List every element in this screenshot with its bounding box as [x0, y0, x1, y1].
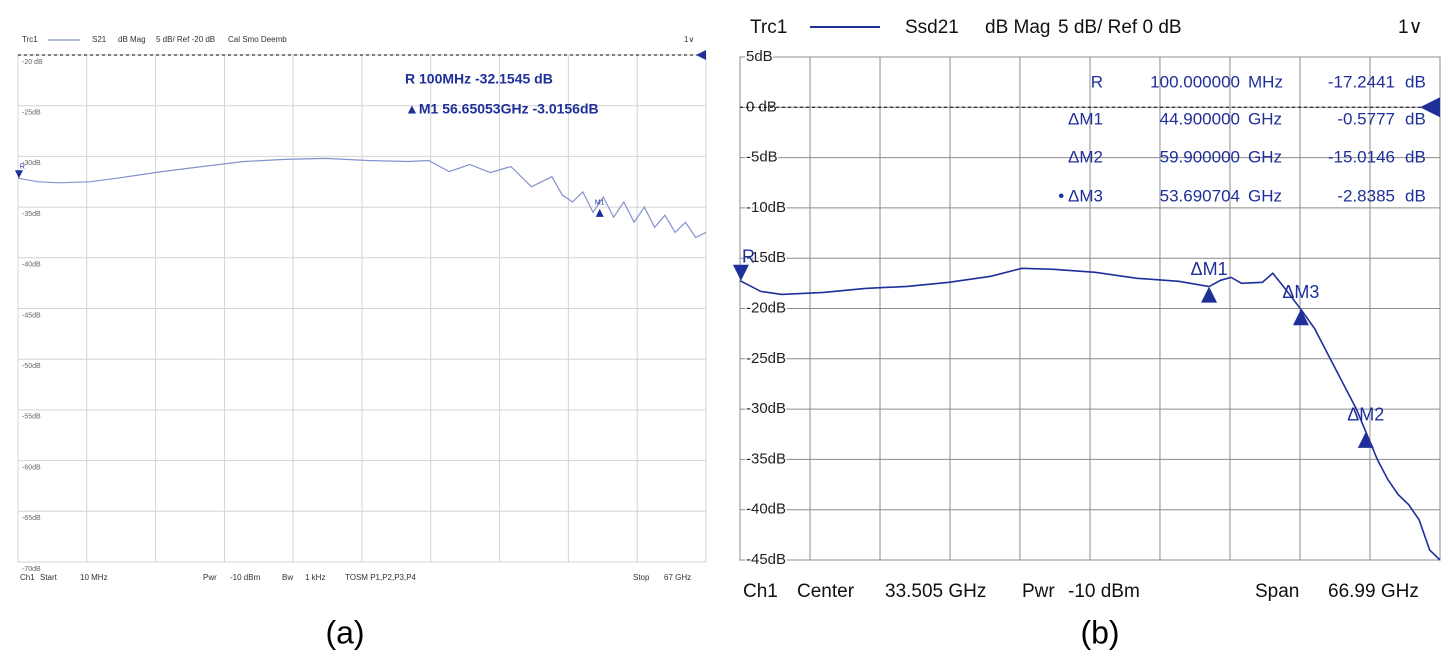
marker-label: R: [742, 246, 755, 266]
marker-label: R: [20, 164, 25, 171]
y-tick-label: 0 dB: [746, 98, 777, 115]
y-tick-label: -10dB: [746, 199, 786, 216]
marker-label: ΔM2: [1347, 404, 1384, 424]
marker-label: ΔM1: [1191, 259, 1228, 279]
y-tick-label: -30dB: [746, 400, 786, 417]
footer: 66.99 GHz: [1328, 581, 1419, 602]
footer: Stop: [633, 573, 650, 582]
trace: [739, 267, 1441, 561]
scale: 5 dB/ Ref 0 dB: [1058, 17, 1182, 38]
footer: Ch1: [743, 581, 778, 602]
y-tick-label: -50dB: [22, 363, 41, 370]
legend-label: Ssd21: [905, 17, 959, 38]
footer: Pwr: [203, 573, 217, 582]
y-tick-label: -35dB: [746, 450, 786, 467]
marker-label: M1: [595, 199, 605, 206]
y-tick-label: -25dB: [22, 110, 41, 117]
status: Cal Smo Deemb: [228, 35, 287, 44]
footer: 10 MHz: [80, 573, 108, 582]
y-tick-label: -15dB: [746, 249, 786, 266]
scale: 5 dB/ Ref -20 dB: [156, 35, 215, 44]
footer: 67 GHz: [664, 573, 691, 582]
marker-readout: 100.000000: [1150, 72, 1240, 91]
marker-readout: dB: [1405, 186, 1426, 205]
y-tick-label: -5dB: [746, 149, 778, 166]
footer: Span: [1255, 581, 1299, 602]
trace-id: Trc1: [750, 17, 787, 38]
footer: 33.505 GHz: [885, 581, 986, 602]
y-tick-label: -55dB: [22, 414, 41, 421]
y-tick-label: -70dB: [22, 566, 41, 573]
reference-arrow: [1420, 97, 1440, 118]
marker-readout: MHz: [1248, 72, 1283, 91]
trace-id: Trc1: [22, 35, 38, 44]
marker-readout: dB: [1405, 109, 1426, 128]
marker: [732, 264, 749, 281]
y-tick-label: 5dB: [746, 48, 773, 65]
marker-readout: -15.0146: [1328, 147, 1395, 166]
marker-readout: ΔM2: [1068, 147, 1103, 166]
marker-readout: GHz: [1248, 109, 1282, 128]
marker-readout: 44.900000: [1160, 109, 1240, 128]
y-tick-label: -40dB: [22, 262, 41, 269]
marker-readout: 53.690704: [1160, 186, 1240, 205]
trace: [17, 157, 707, 239]
y-tick-label: -65dB: [22, 515, 41, 522]
footer: Ch1: [20, 573, 35, 582]
marker-readout: GHz: [1248, 186, 1282, 205]
format: dB Mag: [985, 17, 1050, 38]
footer: Center: [797, 581, 855, 602]
footer: Start: [40, 573, 58, 582]
marker-readout: -2.8385: [1337, 186, 1395, 205]
footer: 1 kHz: [305, 573, 325, 582]
caption: (b): [1080, 614, 1119, 650]
marker-readout: ▲M1 56.65053GHz -3.0156dB: [405, 101, 599, 117]
marker-readout: ΔM1: [1068, 109, 1103, 128]
marker: [1357, 431, 1374, 448]
marker: [1292, 309, 1309, 326]
caption: (a): [325, 614, 364, 650]
y-tick-label: -20dB: [746, 299, 786, 316]
y-tick-label: -40dB: [746, 501, 786, 518]
marker-readout: R: [1091, 72, 1103, 91]
footer: Bw: [282, 573, 293, 582]
y-tick-label: -60dB: [22, 464, 41, 471]
marker: [14, 170, 23, 179]
marker: [1201, 286, 1218, 303]
legend-label: S21: [92, 35, 107, 44]
marker-readout: GHz: [1248, 147, 1282, 166]
y-tick-label: -45dB: [746, 551, 786, 568]
y-tick-label: -30dB: [22, 160, 41, 167]
y-tick-label: -35dB: [22, 211, 41, 218]
footer: -10 dBm: [230, 573, 261, 582]
footer: Pwr: [1022, 581, 1055, 602]
marker: [595, 208, 604, 217]
marker-readout: R 100MHz -32.1545 dB: [405, 71, 553, 87]
channel: 1∨: [684, 35, 694, 44]
marker-readout: dB: [1405, 147, 1426, 166]
y-tick-label: -25dB: [746, 350, 786, 367]
marker-readout: • ΔM3: [1058, 186, 1103, 205]
footer: TOSM P1,P2,P3,P4: [345, 573, 417, 582]
y-tick-label: -20 dB: [22, 59, 43, 66]
format: dB Mag: [118, 35, 146, 44]
marker-readout: -0.5777: [1337, 109, 1395, 128]
marker-label: ΔM3: [1282, 282, 1319, 302]
y-tick-label: -45dB: [22, 312, 41, 319]
channel: 1∨: [1398, 17, 1422, 38]
marker-readout: 59.900000: [1160, 147, 1240, 166]
marker-readout: dB: [1405, 72, 1426, 91]
footer: -10 dBm: [1068, 581, 1140, 602]
reference-arrow: [696, 50, 706, 60]
marker-readout: -17.2441: [1328, 72, 1395, 91]
